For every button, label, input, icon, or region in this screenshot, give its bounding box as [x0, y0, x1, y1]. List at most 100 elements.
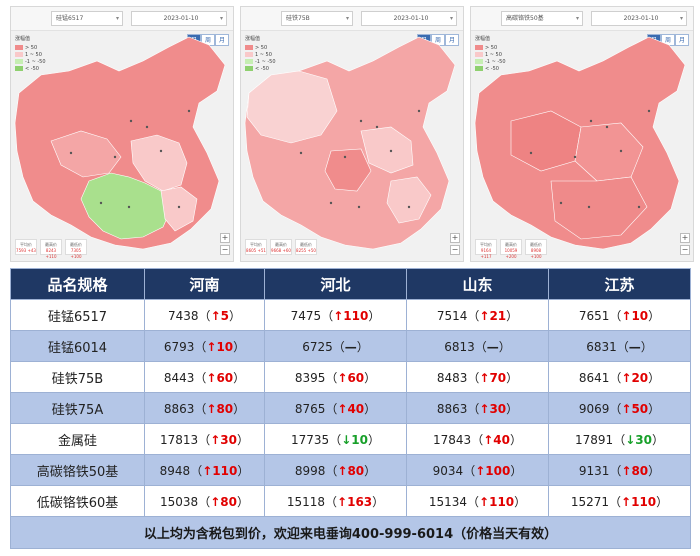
legend-label: < -50 — [485, 65, 499, 72]
min-price-box: 最低价 8908 +100 — [525, 239, 547, 259]
arrow-up-icon: ↑ — [621, 463, 632, 478]
product-name-cell: 金属硅 — [10, 423, 145, 455]
legend-swatch — [475, 66, 483, 71]
summary-boxes: 平均价 7593 +43 最高价 8243 +110 最低价 7305 +100 — [15, 239, 87, 259]
avg-price-box: 平均价 9164 +117 — [475, 239, 497, 259]
avg-price-box: 平均价 7593 +43 — [15, 239, 37, 255]
price-cell: 6831（—） — [548, 330, 691, 362]
date-select-value: 2023-01-10 — [163, 15, 199, 22]
box-value: 10059 +200 — [504, 248, 518, 259]
zoom-in-button[interactable]: + — [680, 233, 690, 243]
box-label: 平均价 — [20, 242, 32, 247]
zoom-in-button[interactable]: + — [450, 233, 460, 243]
map-toolbar: 硅铁75B ▾ 2023-01-10 ▾ — [241, 7, 463, 31]
price-change: 110 — [489, 494, 515, 509]
price-cell: 15271（↑110） — [548, 485, 691, 517]
price-value: 8948 — [159, 463, 191, 478]
table-row: 高碳铬铁50基 8948（↑110） 8998（↑80） 9034（↑100） 9131… — [10, 454, 691, 486]
map-region[interactable] — [80, 172, 172, 240]
price-cell: 17843（↑40） — [406, 423, 549, 455]
price-change: 30 — [635, 432, 652, 447]
table-row: 硅铁75A 8863（↑80） 8765（↑40） 8863（↑30） 9069（↑50… — [10, 392, 691, 424]
arrow-up-icon: ↑ — [210, 494, 221, 509]
price-value: 8863 — [436, 401, 468, 416]
date-select[interactable]: 2023-01-10 ▾ — [131, 11, 227, 26]
avg-price-box: 平均价 8605 +51 — [245, 239, 267, 255]
price-value: 17735 — [291, 432, 330, 447]
china-price-map[interactable] — [471, 31, 694, 262]
china-price-map[interactable] — [241, 31, 464, 262]
city-markers — [69, 109, 191, 209]
product-name-cell: 硅锰6014 — [10, 330, 145, 362]
legend-swatch — [475, 52, 483, 57]
legend-item: 1 ~ 50 — [15, 51, 59, 58]
price-value: 6813 — [444, 339, 475, 354]
legend-item: 1 ~ 50 — [245, 51, 289, 58]
price-cell: 6725（—） — [264, 330, 407, 362]
map-region[interactable] — [360, 126, 414, 174]
price-change: 50 — [631, 401, 649, 416]
map-region[interactable] — [160, 186, 198, 232]
zoom-out-button[interactable]: − — [220, 245, 230, 255]
price-cell: 9034（↑100） — [406, 454, 549, 486]
map-region[interactable] — [130, 134, 188, 192]
arrow-up-icon: ↑ — [479, 370, 490, 385]
product-select[interactable]: 硅锰6517 ▾ — [51, 11, 123, 26]
date-select[interactable]: 2023-01-10 ▾ — [361, 11, 457, 26]
tab-month[interactable]: 月 — [215, 34, 229, 46]
china-price-map[interactable] — [11, 31, 234, 262]
box-label: 最低价 — [300, 242, 312, 247]
price-value: 6793 — [163, 339, 195, 354]
date-select[interactable]: 2023-01-10 ▾ — [591, 11, 687, 26]
product-select[interactable]: 高碳铬铁50基 ▾ — [501, 11, 583, 26]
legend-label: > 50 — [255, 44, 268, 51]
price-change: 40 — [347, 401, 365, 416]
tab-month[interactable]: 月 — [675, 34, 689, 46]
map-region[interactable] — [550, 176, 648, 240]
map-region[interactable] — [324, 148, 372, 192]
price-change: 10 — [216, 339, 234, 354]
map-region[interactable] — [246, 70, 338, 144]
table-row: 低碳铬铁60基 15038（↑80） 15118（↑163） 15134（↑110） 1… — [10, 485, 691, 517]
legend-label: > 50 — [25, 44, 38, 51]
legend-item: > 50 — [15, 44, 59, 51]
legend-item: > 50 — [475, 44, 519, 51]
legend-swatch — [475, 45, 483, 50]
map-panel-ferrochrome: 高碳铬铁50基▾ 2023-01-10▾ 日 周 月 涨幅值 > 50 1 ~ … — [470, 6, 694, 262]
arrow-up-icon: ↑ — [206, 339, 217, 354]
legend-item: -1 ~ -50 — [475, 58, 519, 65]
product-name-cell: 高碳铬铁50基 — [10, 454, 145, 486]
legend-item: > 50 — [245, 44, 289, 51]
price-change: 80 — [347, 463, 365, 478]
zoom-in-button[interactable]: + — [220, 233, 230, 243]
map-panel-silicomanganese: 硅锰6517▾ 2023-01-10▾ 日 周 月 涨幅值 > 50 1 ~ 5… — [10, 6, 234, 262]
legend-item: < -50 — [15, 65, 59, 72]
zoom-out-button[interactable]: − — [680, 245, 690, 255]
table-footer-row: 以上均为含税包到价，欢迎来电垂询400-999-6014（价格当天有效） — [10, 516, 691, 549]
map-region[interactable] — [50, 130, 122, 178]
box-value: 8908 +100 — [530, 248, 542, 259]
price-value: 9034 — [432, 463, 464, 478]
price-cell: 7475（↑110） — [264, 299, 407, 331]
header-shandong: 山东 — [406, 268, 549, 300]
price-change: — — [628, 339, 641, 354]
product-select[interactable]: 硅铁75B ▾ — [281, 11, 353, 26]
legend-swatch — [245, 52, 253, 57]
price-cell: 8765（↑40） — [264, 392, 407, 424]
legend-item: -1 ~ -50 — [245, 58, 289, 65]
map-region[interactable] — [386, 176, 432, 224]
price-cell: 15118（↑163） — [264, 485, 407, 517]
product-select-value: 硅铁75B — [286, 15, 310, 22]
legend-label: 1 ~ 50 — [255, 51, 272, 58]
price-value: 9131 — [578, 463, 610, 478]
box-label: 最高价 — [275, 242, 287, 247]
price-cell: 8483（↑70） — [406, 361, 549, 393]
box-label: 最低价 — [70, 242, 82, 247]
tab-month[interactable]: 月 — [445, 34, 459, 46]
price-cell: 17813（↑30） — [144, 423, 265, 455]
price-change: 163 — [347, 494, 373, 509]
price-cell: 7651（↑10） — [548, 299, 691, 331]
zoom-out-button[interactable]: − — [450, 245, 460, 255]
legend-label: 1 ~ 50 — [485, 51, 502, 58]
legend-label: < -50 — [25, 65, 39, 72]
